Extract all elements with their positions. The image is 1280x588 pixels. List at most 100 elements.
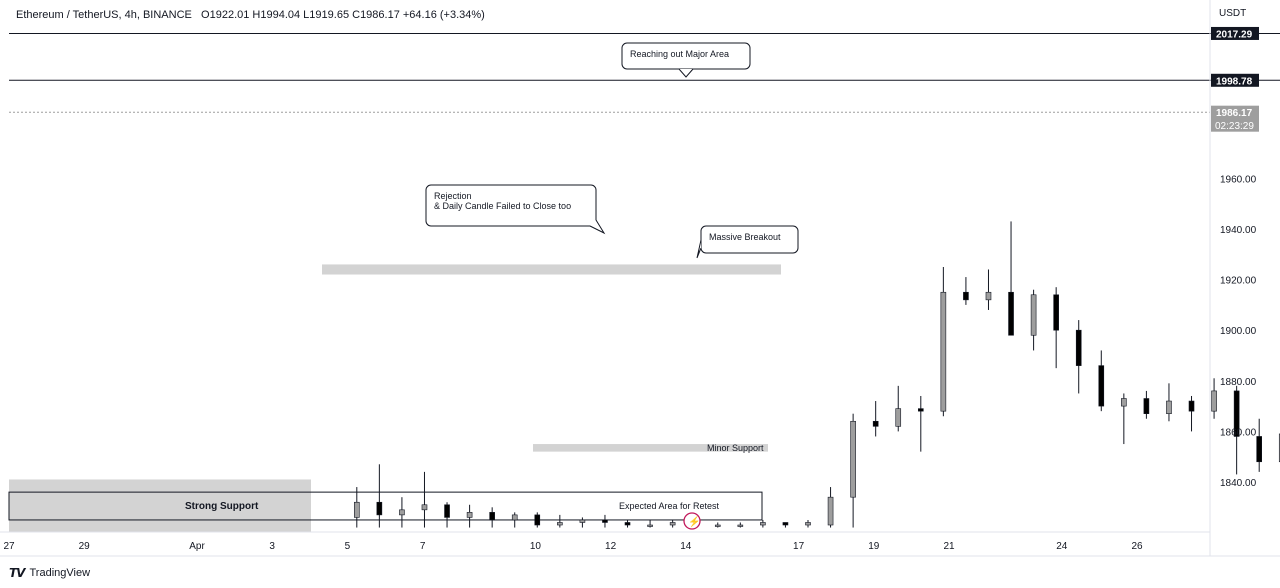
footer-brand[interactable]: 𝙏𝙑 TradingView bbox=[9, 566, 90, 580]
candle[interactable] bbox=[1188, 395, 1195, 432]
candle[interactable] bbox=[782, 522, 789, 528]
zones-layer bbox=[8, 264, 781, 532]
candle[interactable] bbox=[850, 413, 856, 528]
candle[interactable] bbox=[602, 514, 608, 528]
price-tag-last-value: 1986.17 bbox=[1216, 108, 1253, 119]
candle[interactable] bbox=[737, 522, 744, 528]
candle[interactable] bbox=[895, 385, 902, 432]
candle-body bbox=[511, 514, 518, 521]
candle[interactable] bbox=[1233, 385, 1240, 475]
candle[interactable] bbox=[421, 471, 428, 528]
candle-body bbox=[353, 501, 360, 518]
candle[interactable] bbox=[827, 487, 834, 528]
candle-body bbox=[872, 420, 879, 427]
candle[interactable] bbox=[1166, 383, 1172, 422]
candle[interactable] bbox=[963, 277, 969, 305]
candle[interactable] bbox=[1075, 320, 1082, 394]
candle[interactable] bbox=[399, 497, 405, 528]
candle[interactable] bbox=[1121, 393, 1127, 445]
price-tag-top-value: 2017.29 bbox=[1216, 29, 1253, 40]
candle[interactable] bbox=[940, 266, 947, 417]
x-tick-label: 10 bbox=[530, 541, 542, 552]
candle[interactable] bbox=[579, 517, 586, 528]
x-tick-label: 5 bbox=[345, 541, 351, 552]
candle[interactable] bbox=[1053, 287, 1059, 369]
candle[interactable] bbox=[1098, 350, 1105, 412]
candle-body bbox=[850, 420, 856, 498]
price-tag-top[interactable]: 2017.29 bbox=[1211, 26, 1259, 40]
price-tag-last-bg bbox=[1211, 105, 1259, 132]
candle[interactable] bbox=[872, 401, 879, 437]
price-tag-resistance[interactable]: 1998.78 bbox=[1211, 73, 1259, 88]
candle[interactable] bbox=[466, 504, 473, 528]
resistance-zone[interactable] bbox=[322, 264, 781, 275]
strong-support-zone[interactable] bbox=[9, 479, 311, 532]
candle-body bbox=[940, 291, 947, 412]
candle-body bbox=[737, 524, 744, 527]
minor-support-label: Minor Support bbox=[707, 443, 764, 453]
candle[interactable] bbox=[557, 514, 563, 528]
candle[interactable] bbox=[714, 522, 721, 528]
price-tag-last[interactable]: 1986.17 02:23:29 bbox=[1211, 105, 1259, 132]
candle-body bbox=[714, 524, 721, 527]
candle-body bbox=[895, 408, 902, 427]
candle[interactable] bbox=[805, 519, 811, 528]
y-tick-label: 1920.00 bbox=[1220, 276, 1257, 287]
brand-label: TradingView bbox=[29, 567, 91, 579]
candle[interactable] bbox=[534, 512, 541, 528]
candle[interactable] bbox=[624, 519, 631, 528]
x-tick-label: Apr bbox=[189, 541, 205, 552]
callout-breakout-label: Massive Breakout bbox=[709, 232, 781, 242]
candle[interactable] bbox=[353, 487, 360, 528]
candle-body bbox=[760, 522, 766, 526]
callout-rejection-label: & Daily Candle Failed to Close too bbox=[434, 201, 571, 211]
callout-major-area[interactable]: Reaching out Major Area bbox=[621, 42, 751, 78]
candle[interactable] bbox=[1143, 390, 1150, 419]
event-marker-icon[interactable] bbox=[683, 512, 701, 530]
candle[interactable] bbox=[376, 464, 383, 528]
callout-rejection[interactable]: Rejection& Daily Candle Failed to Close … bbox=[425, 184, 606, 235]
y-tick-label: 1900.00 bbox=[1220, 326, 1257, 337]
y-tick-label: 1840.00 bbox=[1220, 478, 1257, 489]
x-tick-label: 7 bbox=[420, 541, 426, 552]
candle[interactable] bbox=[444, 502, 450, 528]
annotations-layer: Reaching out Major Area Rejection& Daily … bbox=[185, 42, 799, 530]
symbol-title[interactable]: Ethereum / TetherUS, 4h, BINANCE bbox=[16, 9, 192, 21]
callout-breakout[interactable]: Massive Breakout bbox=[696, 225, 799, 259]
candle[interactable] bbox=[669, 519, 676, 528]
x-tick-label: 29 bbox=[79, 541, 91, 552]
y-tick-label: 1860.00 bbox=[1220, 427, 1257, 438]
candle-body bbox=[647, 524, 653, 527]
candle-body bbox=[1211, 390, 1217, 412]
expected-retest-box[interactable] bbox=[8, 491, 763, 521]
y-tick-label: 1960.00 bbox=[1220, 174, 1257, 185]
candle-body bbox=[534, 514, 541, 526]
candle-body bbox=[1053, 294, 1059, 331]
currency-unit-label[interactable]: USDT bbox=[1219, 8, 1247, 19]
candle[interactable] bbox=[489, 507, 495, 528]
x-tick-label: 14 bbox=[680, 541, 692, 552]
candle-body bbox=[985, 291, 992, 301]
price-tag-top-bg bbox=[1211, 26, 1259, 40]
candle[interactable] bbox=[1008, 221, 1014, 336]
candle[interactable] bbox=[1256, 418, 1262, 472]
candle-body bbox=[1121, 398, 1127, 407]
x-tick-label: 26 bbox=[1131, 541, 1143, 552]
candle-body bbox=[827, 496, 834, 526]
tradingview-logo-icon: 𝙏𝙑 bbox=[9, 566, 26, 580]
y-tick-label: 1940.00 bbox=[1220, 225, 1257, 236]
minor-support-zone[interactable] bbox=[533, 444, 768, 452]
candle[interactable] bbox=[511, 512, 518, 528]
candle-body bbox=[376, 501, 383, 516]
symbol-header[interactable]: Ethereum / TetherUS, 4h, BINANCE O1922.0… bbox=[16, 9, 485, 21]
candle[interactable] bbox=[917, 395, 924, 452]
candle[interactable] bbox=[760, 519, 766, 528]
candle-body bbox=[579, 519, 586, 523]
candle[interactable] bbox=[647, 519, 653, 528]
candle[interactable] bbox=[1030, 289, 1037, 351]
candle[interactable] bbox=[985, 269, 992, 310]
candle[interactable] bbox=[1211, 378, 1217, 419]
strong-support-label: Strong Support bbox=[185, 501, 259, 512]
candle-body bbox=[1143, 398, 1150, 414]
